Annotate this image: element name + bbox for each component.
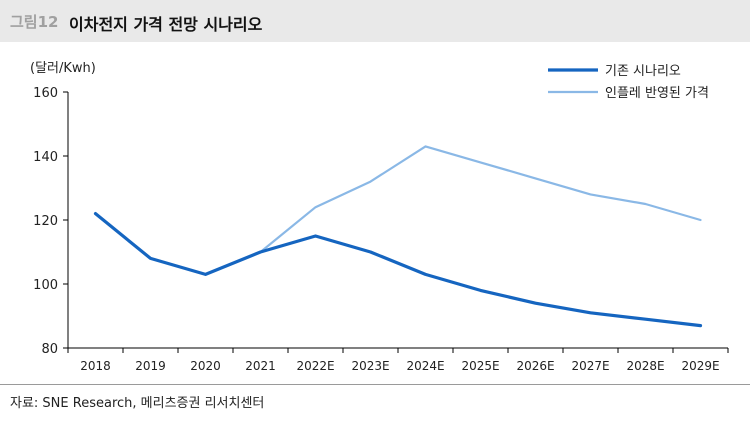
- series-lines: [95, 146, 700, 325]
- y-tick-label: 120: [33, 214, 58, 229]
- axes: 80 100 120 140 160 2018 2019 2020 2021 2022E 2023E…: [33, 86, 728, 373]
- figure-label: 그림12: [10, 11, 58, 32]
- y-tick-label: 140: [33, 150, 58, 165]
- x-tick-label: 2021: [245, 359, 276, 373]
- x-tick-label: 2023E: [351, 359, 389, 373]
- x-tick-label: 2026E: [516, 359, 554, 373]
- x-tick-label: 2022E: [296, 359, 334, 373]
- y-tick-label: 80: [41, 342, 58, 357]
- figure-title: 이차전지 가격 전망 시나리오: [69, 11, 262, 35]
- line-chart: (달러/Kwh) 80 100 120 140 160 2018 2019 2020 2021 2…: [0, 42, 750, 422]
- x-tick-label: 2020: [190, 359, 221, 373]
- x-tick-label: 2019: [135, 359, 166, 373]
- y-tick-label: 160: [33, 86, 58, 101]
- legend-label: 기존 시나리오: [605, 64, 681, 79]
- x-tick-label: 2028E: [626, 359, 664, 373]
- footer-divider: [0, 384, 750, 385]
- series-line-2: [96, 146, 701, 274]
- y-tick-label: 100: [33, 278, 58, 293]
- y-axis-label: (달러/Kwh): [30, 61, 96, 76]
- x-tick-label: 2027E: [571, 359, 609, 373]
- x-tick-label: 2029E: [681, 359, 719, 373]
- figure-header: 그림12 이차전지 가격 전망 시나리오: [0, 0, 750, 42]
- source-note: 자료: SNE Research, 메리츠증권 리서치센터: [10, 392, 264, 411]
- legend-label: 인플레 반영된 가격: [605, 86, 709, 101]
- x-tick-label: 2025E: [461, 359, 499, 373]
- x-tick-label: 2024E: [406, 359, 444, 373]
- series-line-1: [96, 214, 701, 326]
- x-tick-label: 2018: [80, 359, 111, 373]
